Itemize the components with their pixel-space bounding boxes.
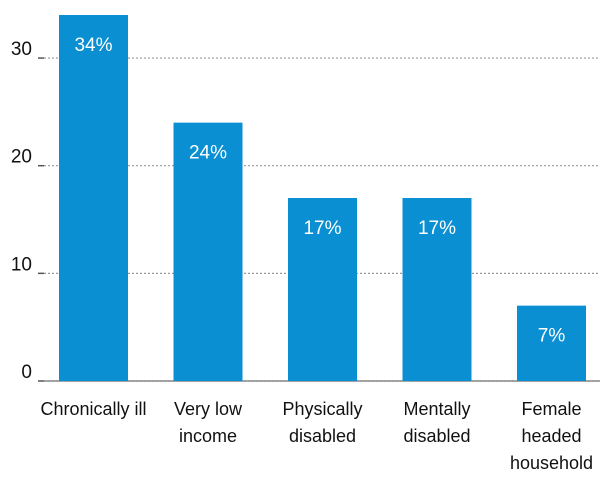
x-tick-label: Very low income — [173, 399, 243, 446]
value-label: 17% — [303, 218, 341, 239]
value-label: 7% — [538, 326, 566, 347]
x-tick-label: Mentally disabled — [403, 399, 471, 446]
value-label: 24% — [189, 143, 227, 164]
x-tick-label: Female headed household — [509, 399, 594, 473]
x-tick-label: Chronically ill — [40, 399, 147, 419]
bar — [59, 15, 128, 381]
y-tick-label: 30 — [11, 39, 32, 60]
bar — [173, 122, 243, 381]
bar — [517, 305, 586, 381]
bar — [288, 198, 357, 381]
bar — [402, 198, 472, 381]
y-tick-label: 20 — [11, 147, 32, 168]
y-tick-label: 10 — [11, 254, 32, 275]
y-tick-label: 0 — [21, 362, 32, 383]
value-label: 17% — [418, 218, 456, 239]
value-label: 34% — [74, 35, 112, 56]
x-tick-label: Physically disabled — [282, 399, 363, 446]
